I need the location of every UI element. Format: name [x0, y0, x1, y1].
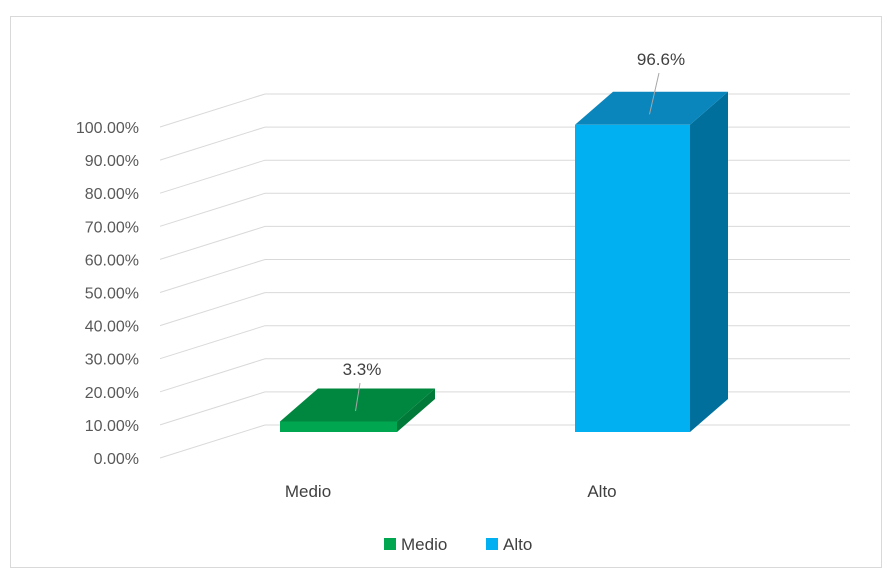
gridline — [159, 259, 850, 293]
x-category-label: Alto — [587, 482, 616, 501]
y-tick-label: 40.00% — [85, 319, 139, 336]
data-label-leader — [355, 382, 361, 412]
gridline — [159, 292, 850, 327]
y-tick-label: 30.00% — [85, 352, 139, 369]
y-tick-label: 100.00% — [76, 120, 139, 137]
y-tick-label: 70.00% — [85, 219, 139, 236]
gridline — [159, 225, 850, 260]
bar-top-alto — [575, 91, 728, 125]
y-tick-label: 20.00% — [85, 385, 139, 402]
gridline — [159, 391, 850, 426]
bars — [280, 91, 728, 432]
data-label-medio: 3.3% — [343, 360, 382, 379]
data-label-alto: 96.6% — [637, 50, 685, 69]
data-labels: 3.3% 96.6% — [343, 50, 685, 412]
gridline — [159, 325, 850, 360]
y-tick-label: 10.00% — [85, 418, 139, 435]
legend-label-alto: Alto — [503, 535, 532, 554]
bar-medio — [280, 421, 397, 432]
gridlines — [159, 93, 850, 459]
y-tick-label: 0.00% — [94, 451, 139, 468]
gridline — [159, 159, 850, 194]
bar-side-medio — [397, 388, 435, 432]
y-tick-label: 80.00% — [85, 186, 139, 203]
chart-frame — [10, 16, 882, 568]
x-category-label: Medio — [285, 482, 331, 501]
data-label-leader — [649, 72, 660, 115]
bar-side-alto — [690, 91, 728, 432]
gridline — [159, 126, 850, 161]
x-axis-categories: Medio Alto — [285, 482, 617, 501]
y-tick-label: 90.00% — [85, 153, 139, 170]
y-axis-ticks: 0.00% 10.00% 20.00% 30.00% 40.00% 50.00% 60.00… — [76, 120, 139, 468]
bar-top-medio — [280, 388, 435, 422]
legend-swatch-medio — [384, 538, 396, 550]
y-tick-label: 60.00% — [85, 252, 139, 269]
gridline — [159, 93, 850, 128]
gridline — [159, 358, 850, 393]
bar-alto — [575, 124, 690, 432]
legend: Medio Alto — [384, 535, 532, 554]
gridline — [159, 192, 850, 227]
gridline — [159, 424, 850, 459]
y-tick-label: 50.00% — [85, 286, 139, 303]
legend-label-medio: Medio — [401, 535, 447, 554]
legend-swatch-alto — [486, 538, 498, 550]
